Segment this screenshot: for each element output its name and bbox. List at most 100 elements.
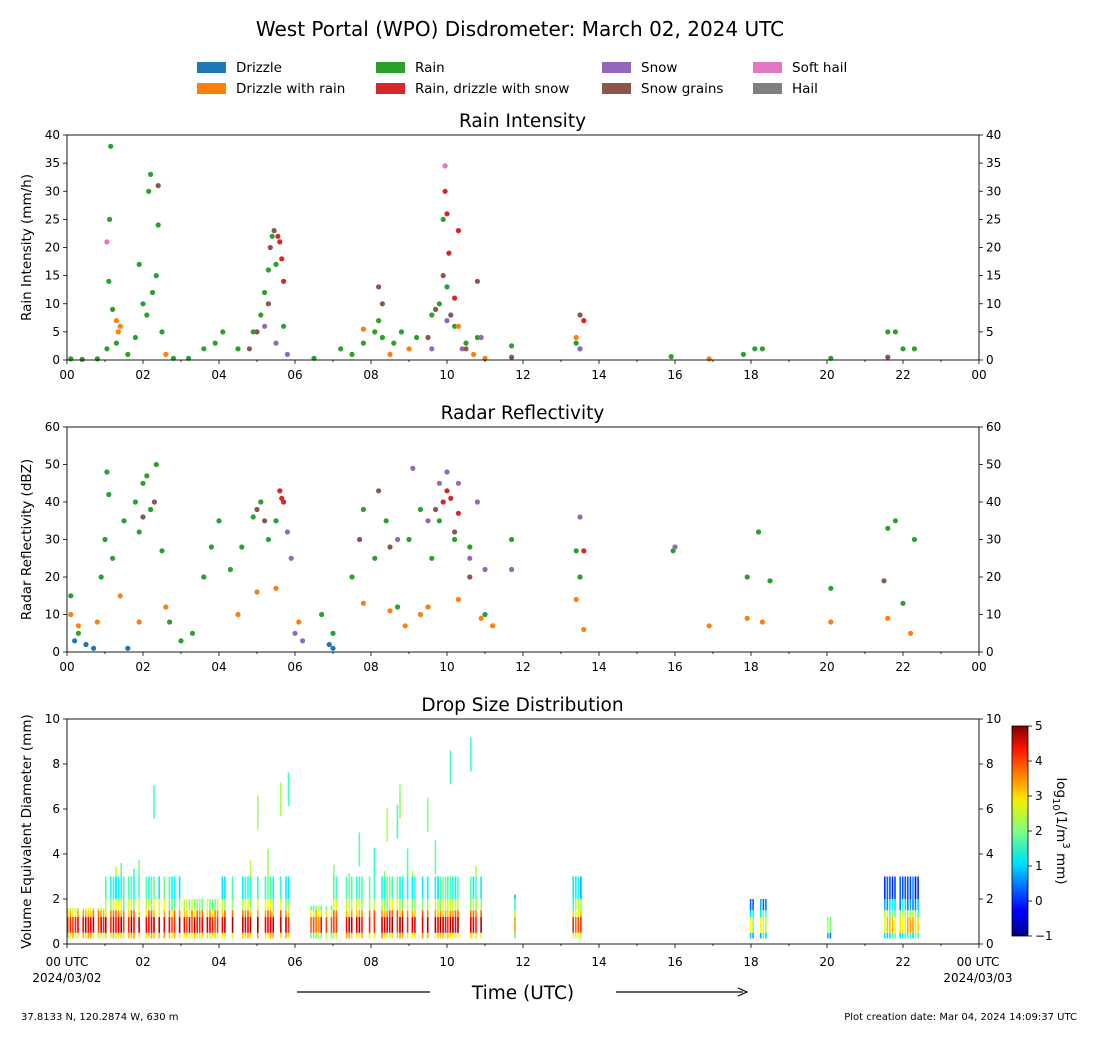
dsd-cell — [358, 899, 361, 911]
dsd-cell — [480, 899, 482, 911]
dsd-cell — [117, 910, 120, 918]
dsd-cell — [472, 917, 475, 933]
point-drizzle-with-rain-0-11 — [706, 356, 712, 362]
point-rain-drizzle-snow-0-5 — [444, 211, 450, 217]
point-soft-hail-0-16 — [885, 354, 891, 360]
dsd-cell — [267, 917, 269, 933]
colorbar-tick-label: 2 — [1035, 824, 1043, 838]
point-drizzle-with-rain-1-3 — [117, 593, 123, 599]
dsd-cell — [209, 910, 211, 918]
dsd-cell — [348, 917, 350, 933]
dsd-cell — [117, 932, 120, 939]
point-rain-0-42 — [414, 334, 420, 341]
point-drizzle-with-rain-1-8 — [273, 585, 279, 591]
dsd-cell — [444, 917, 447, 933]
dsd-cell — [335, 899, 338, 911]
dsd-cell — [575, 899, 577, 911]
dsd-band-14 — [827, 917, 832, 939]
point-snow-0-2 — [284, 351, 290, 357]
x-tick-label: 08 — [363, 955, 378, 969]
point-rain-0-9 — [125, 351, 131, 357]
legend-swatch-0 — [197, 62, 226, 73]
dsd-cell — [386, 899, 388, 911]
y-tick-label-right: 60 — [986, 420, 1001, 434]
dsd-cell — [426, 917, 429, 933]
dsd-cell — [449, 910, 452, 918]
dsd-cell — [90, 917, 92, 933]
dsd-cell — [112, 876, 115, 899]
dsd-cell — [434, 899, 437, 911]
dsd-cell — [580, 910, 582, 918]
dsd-cell — [216, 932, 219, 939]
dsd-cell — [285, 876, 287, 899]
dsd-cell — [580, 917, 582, 933]
point-soft-hail-0-13 — [474, 278, 480, 284]
dsd-cell — [153, 917, 155, 933]
dsd-cell — [514, 932, 516, 939]
point-rain-0-32 — [281, 323, 287, 329]
dsd-cell — [480, 910, 482, 918]
dsd-cell — [368, 917, 371, 933]
dsd-cell — [280, 899, 282, 911]
dsd-cell — [128, 917, 130, 933]
dsd-cell — [267, 848, 269, 877]
dsd-cell — [454, 910, 457, 918]
dsd-cell — [457, 910, 459, 918]
point-rain-0-39 — [379, 334, 385, 341]
point-soft-hail-1-10 — [881, 578, 887, 584]
point-rain-1-20 — [216, 518, 222, 524]
point-rain-0-44 — [436, 301, 442, 307]
point-rain-1-43 — [577, 574, 583, 580]
dsd-cell — [472, 876, 475, 899]
dsd-cell — [249, 899, 252, 911]
y-tick-label: 10 — [45, 712, 60, 726]
dsd-cell — [444, 910, 447, 918]
dsd-cell — [310, 932, 312, 939]
dsd-cell — [475, 917, 477, 933]
point-rain-1-39 — [467, 544, 473, 550]
dsd-cell — [191, 899, 193, 911]
dsd-cell — [381, 932, 383, 939]
dsd-cell — [368, 932, 371, 939]
point-snow-0-4 — [444, 318, 450, 324]
point-rain-0-2 — [94, 356, 100, 362]
dsd-cell — [173, 910, 176, 918]
x-tick-label: 08 — [363, 368, 378, 382]
dsd-cell — [475, 865, 477, 877]
dsd-cell — [186, 917, 188, 933]
dsd-cell — [414, 876, 416, 899]
dsd-cell — [886, 876, 889, 899]
point-snow-1-11 — [474, 499, 480, 505]
dsd-cell — [315, 910, 317, 918]
dsd-cell — [315, 932, 317, 939]
dsd-cell — [572, 932, 574, 939]
dsd-cell — [889, 910, 891, 918]
dsd-cell — [231, 910, 234, 918]
dsd-cell — [221, 899, 224, 911]
dsd-cell — [350, 899, 353, 911]
dsd-cell — [891, 917, 894, 933]
dsd-cell — [388, 910, 391, 918]
y-tick-label-right: 25 — [986, 212, 1001, 226]
x-tick-label: 18 — [743, 660, 758, 674]
x-end-label-date: 2024/03/03 — [943, 971, 1012, 985]
point-rain-1-33 — [395, 604, 401, 610]
point-soft-hail-0-7 — [379, 301, 385, 307]
dsd-cell — [345, 932, 348, 939]
point-rain-0-36 — [360, 340, 366, 346]
dsd-cell — [74, 910, 77, 918]
dsd-cell — [67, 910, 69, 918]
dsd-cell — [272, 899, 274, 911]
y-tick-label: 0 — [52, 353, 60, 367]
point-snow-0-3 — [429, 346, 435, 352]
dsd-cell — [345, 876, 348, 899]
y-tick-label-right: 30 — [986, 533, 1001, 547]
dsd-cell — [449, 917, 452, 933]
point-rain-1-6 — [110, 555, 116, 561]
dsd-cell — [572, 899, 574, 911]
point-drizzle-1-0 — [72, 638, 78, 644]
colorbar-label: log10(1/m3 mm) — [1050, 777, 1071, 884]
dsd-cell — [269, 917, 272, 933]
dsd-cell — [153, 899, 155, 911]
